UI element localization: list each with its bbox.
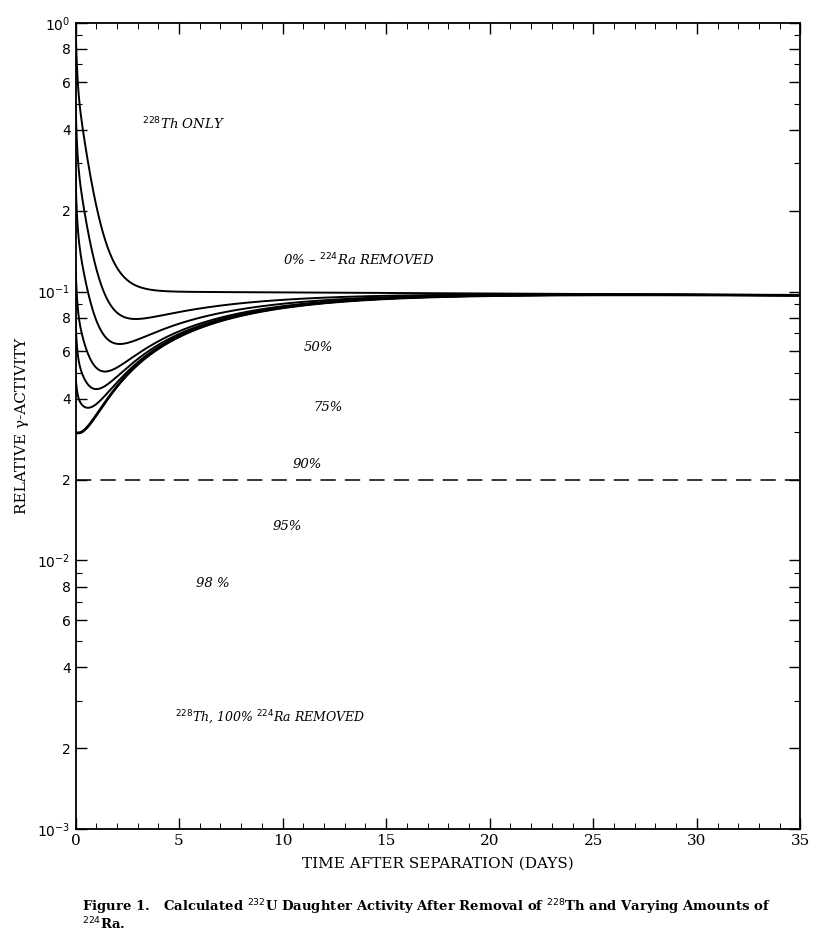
- Text: 90%: 90%: [293, 459, 323, 471]
- Text: 95%: 95%: [272, 520, 302, 533]
- Y-axis label: RELATIVE γ-ACTIVITY: RELATIVE γ-ACTIVITY: [15, 338, 29, 514]
- Text: $^{224}$Ra.: $^{224}$Ra.: [82, 916, 126, 933]
- Text: 75%: 75%: [314, 401, 343, 414]
- Text: 0% – $^{224}$Ra REMOVED: 0% – $^{224}$Ra REMOVED: [283, 252, 435, 268]
- X-axis label: TIME AFTER SEPARATION (DAYS): TIME AFTER SEPARATION (DAYS): [302, 856, 574, 870]
- Text: 98 %: 98 %: [196, 577, 229, 590]
- Text: 50%: 50%: [304, 341, 332, 354]
- Text: $^{228}$Th, 100% $^{224}$Ra REMOVED: $^{228}$Th, 100% $^{224}$Ra REMOVED: [175, 709, 365, 727]
- Text: Figure 1.   Calculated $^{232}$U Daughter Activity After Removal of $^{228}$Th a: Figure 1. Calculated $^{232}$U Daughter …: [82, 897, 771, 917]
- Text: $^{228}$Th ONLY: $^{228}$Th ONLY: [142, 116, 224, 133]
